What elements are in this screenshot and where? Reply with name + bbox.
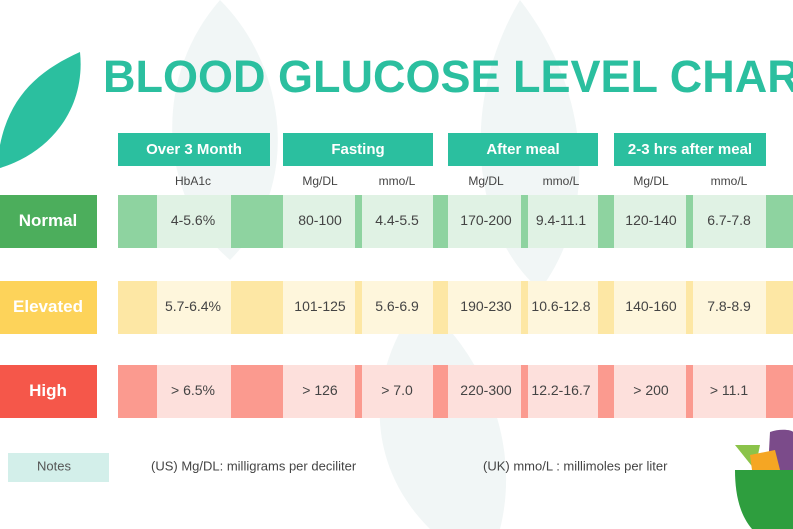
cell-value: 4-5.6% — [171, 212, 215, 228]
row-strip — [686, 195, 693, 248]
cell-value: > 7.0 — [381, 382, 413, 398]
row-strip — [118, 365, 157, 418]
cell-value: 170-200 — [460, 212, 512, 228]
row-strip — [231, 365, 283, 418]
cell-value: > 11.1 — [710, 382, 748, 398]
cell — [528, 281, 598, 334]
row-strip — [433, 281, 448, 334]
cell-value: 9.4-11.1 — [536, 212, 587, 228]
cell — [157, 365, 231, 418]
cell-value: 6.7-7.8 — [707, 212, 751, 228]
subheader: mmo/L — [711, 174, 748, 188]
cell-value: 5.7-6.4% — [165, 298, 221, 314]
cell — [528, 195, 598, 248]
row-strip — [433, 365, 448, 418]
cell-value: > 200 — [633, 382, 669, 398]
cell-value: 190-230 — [460, 298, 512, 314]
row-label-box — [0, 281, 97, 334]
column-header-box — [118, 133, 270, 166]
column-header-box — [448, 133, 598, 166]
cell-value: 220-300 — [460, 382, 512, 398]
title: BLOOD GLUCOSE LEVEL CHART — [103, 51, 793, 102]
row-strip — [598, 365, 614, 418]
row-strip — [598, 281, 614, 334]
leaf-decoration — [0, 52, 81, 168]
cell — [157, 195, 231, 248]
cell-value: > 126 — [302, 382, 338, 398]
cell-value: > 6.5% — [171, 382, 215, 398]
subheader: Mg/DL — [468, 174, 504, 188]
subheader: mmo/L — [379, 174, 416, 188]
cell-value: 5.6-6.9 — [375, 298, 419, 314]
row-strip — [118, 281, 157, 334]
row-label: Normal — [19, 211, 78, 230]
cell — [614, 281, 686, 334]
cell — [448, 281, 521, 334]
notes-box — [8, 453, 109, 482]
row-strip — [686, 281, 693, 334]
cell — [362, 195, 433, 248]
column-header-box — [614, 133, 766, 166]
cell — [693, 195, 766, 248]
cell — [283, 195, 355, 248]
cell-value: 12.2-16.7 — [531, 382, 590, 398]
row-strip — [355, 365, 362, 418]
note: (US) Mg/DL: milligrams per deciliter — [151, 458, 357, 473]
row-label: High — [29, 381, 67, 400]
table: Over 3 Month Fasting After meal 2-3 hrs aft… — [0, 133, 793, 418]
row-strip — [355, 281, 362, 334]
cell — [614, 195, 686, 248]
row-strip — [686, 365, 693, 418]
row-strip — [118, 195, 157, 248]
cell-value: 10.6-12.8 — [531, 298, 590, 314]
row-strip — [433, 195, 448, 248]
row-label: Elevated — [13, 297, 83, 316]
cell — [693, 365, 766, 418]
cell — [614, 365, 686, 418]
cell — [448, 195, 521, 248]
note: (UK) mmo/L : millimoles per liter — [483, 458, 668, 473]
cell-value: 140-160 — [625, 298, 677, 314]
subheader: mmo/L — [543, 174, 580, 188]
subheader: Mg/DL — [302, 174, 338, 188]
column-header: Fasting — [331, 141, 384, 158]
row-strip — [598, 195, 614, 248]
row-strip — [521, 365, 528, 418]
row-strip — [355, 195, 362, 248]
row-label-box — [0, 365, 97, 418]
row-strip — [766, 281, 793, 334]
bowl-icon — [735, 429, 793, 529]
cell — [448, 365, 521, 418]
cell-value: 4.4-5.5 — [375, 212, 419, 228]
cell-value: 80-100 — [298, 212, 342, 228]
row-strip — [231, 195, 283, 248]
column-header: 2-3 hrs after meal — [628, 141, 752, 158]
row-strip — [231, 281, 283, 334]
row-strip — [521, 281, 528, 334]
row-strip — [521, 195, 528, 248]
cell — [528, 365, 598, 418]
cell — [283, 365, 355, 418]
cell-value: 7.8-8.9 — [707, 298, 751, 314]
cell — [362, 281, 433, 334]
cell — [693, 281, 766, 334]
column-header: Over 3 Month — [146, 141, 242, 158]
cell-value: 120-140 — [625, 212, 677, 228]
subheader: Mg/DL — [633, 174, 669, 188]
column-header: After meal — [486, 141, 559, 158]
cell — [157, 281, 231, 334]
subheader: HbA1c — [175, 174, 211, 188]
cell — [283, 281, 355, 334]
notes-label: Notes — [37, 458, 71, 473]
row-strip — [766, 195, 793, 248]
row-strip — [766, 365, 793, 418]
column-header-box — [283, 133, 433, 166]
row-label-box — [0, 195, 97, 248]
cell-value: 101-125 — [294, 298, 346, 314]
cell — [362, 365, 433, 418]
